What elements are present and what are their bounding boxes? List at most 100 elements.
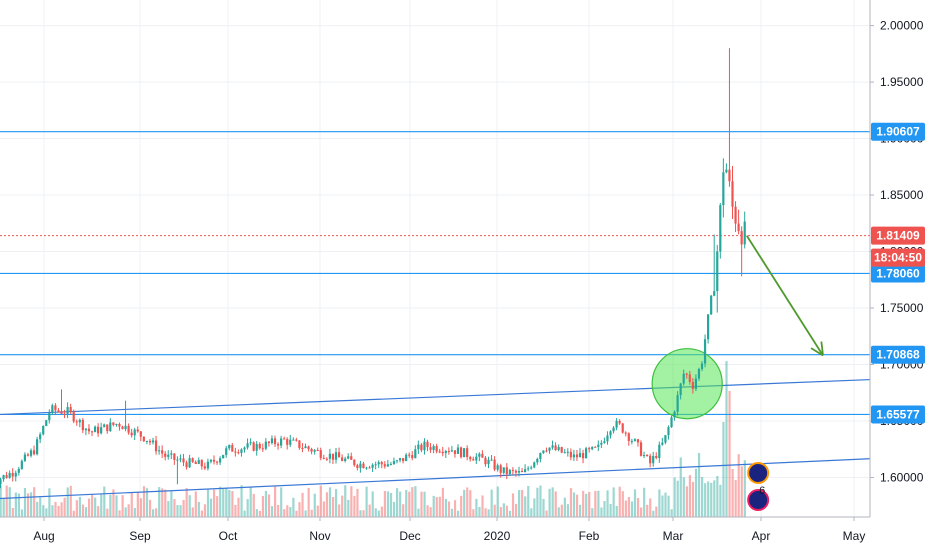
volume-bar (81, 504, 85, 517)
candle-body (716, 251, 719, 292)
candle-body (32, 450, 36, 455)
volume-bar (203, 504, 207, 517)
volume-bar (115, 495, 118, 517)
volume-bar (185, 488, 188, 517)
australia-flag-icon[interactable] (747, 462, 770, 484)
candle-body (533, 462, 536, 468)
volume-bar (75, 500, 78, 517)
candle-body (115, 423, 118, 425)
australia-flag-icon[interactable] (747, 489, 770, 511)
candle-body (209, 459, 213, 462)
candle-body (5, 475, 8, 478)
bar-countdown-badge-label: 18:04:50 (874, 251, 922, 265)
volume-bar (48, 488, 51, 517)
volume-bar (219, 486, 222, 517)
volume-bar (26, 493, 30, 517)
candle-body (118, 423, 121, 427)
candle-body (307, 446, 310, 449)
candle-body (167, 454, 170, 457)
candle-body (707, 314, 710, 340)
volume-bar (670, 509, 673, 517)
candle-body (48, 412, 51, 421)
candle-body (658, 444, 661, 458)
candle-body (176, 459, 179, 461)
candle-body (234, 451, 237, 453)
volume-bar (423, 491, 426, 517)
volume-bar (57, 505, 60, 517)
candle-body (328, 453, 332, 459)
volume-bar (664, 492, 667, 517)
volume-bar (457, 510, 460, 517)
volume-bar (283, 509, 286, 517)
candle-body (679, 383, 682, 396)
volume-bar (237, 497, 240, 517)
trendline[interactable] (0, 378, 881, 416)
level-price-badge[interactable] (871, 122, 925, 141)
volume-bar (36, 501, 39, 517)
level-price-badge[interactable] (871, 405, 925, 424)
candle-body (20, 460, 23, 469)
volume-bar (432, 495, 435, 517)
candle-body (581, 453, 585, 459)
volume-bar (255, 509, 258, 517)
volume-bar (277, 504, 280, 517)
candle-body (725, 169, 728, 173)
volume-bar (100, 494, 103, 517)
volume-bar (636, 497, 640, 517)
volume-bar (292, 497, 295, 517)
volume-bar (383, 490, 387, 517)
candle-body (719, 205, 722, 252)
x-tick-label: Aug (33, 529, 54, 543)
candle-body (743, 221, 746, 245)
candle-body (344, 458, 347, 461)
candle-body (639, 442, 643, 456)
candle-body (252, 442, 255, 451)
volume-bar (8, 487, 11, 517)
volume-bar (701, 477, 704, 517)
candle-body (292, 439, 295, 441)
candle-body (267, 441, 271, 443)
candle-body (487, 459, 490, 465)
candle-body (569, 451, 572, 458)
candle-body (722, 172, 725, 206)
volume-bar (194, 491, 197, 517)
volume-bar (0, 485, 2, 517)
volume-bar (270, 506, 274, 517)
highlight-circle[interactable] (651, 348, 723, 420)
level-price-badge-label: 1.90607 (876, 125, 920, 139)
candle-body (502, 467, 505, 473)
candle-body (377, 462, 380, 465)
volume-bar (155, 508, 158, 517)
volume-bar (341, 495, 344, 517)
trendline[interactable] (0, 457, 881, 500)
level-price-badge[interactable] (871, 264, 925, 283)
event-markers[interactable]: 6 (747, 462, 770, 511)
volume-bar (475, 498, 478, 517)
volume-bar (33, 487, 36, 517)
candle-body (17, 468, 20, 473)
projection-arrow-line[interactable] (746, 235, 824, 356)
volume-bar (554, 491, 557, 517)
volume-bar (213, 489, 216, 517)
bar-countdown-badge[interactable] (871, 248, 925, 267)
volume-bar (612, 487, 615, 517)
level-price-badge[interactable] (871, 345, 925, 364)
candle-body (23, 454, 27, 461)
volume-bar (87, 498, 91, 517)
candle-body (423, 441, 426, 451)
last-price-badge[interactable] (871, 226, 925, 245)
volume-bar (624, 500, 627, 517)
volume-bar (472, 509, 475, 517)
volume-bar (426, 505, 429, 517)
volume-bar (142, 486, 146, 517)
candle-body (322, 457, 325, 459)
candle-body (612, 427, 615, 432)
volume-bar (524, 496, 527, 517)
candle-body (664, 435, 667, 443)
candle-body (490, 459, 493, 461)
volume-bar (725, 361, 728, 517)
candle-body (0, 479, 2, 485)
volume-bar (63, 497, 66, 517)
volume-bar (643, 487, 646, 517)
